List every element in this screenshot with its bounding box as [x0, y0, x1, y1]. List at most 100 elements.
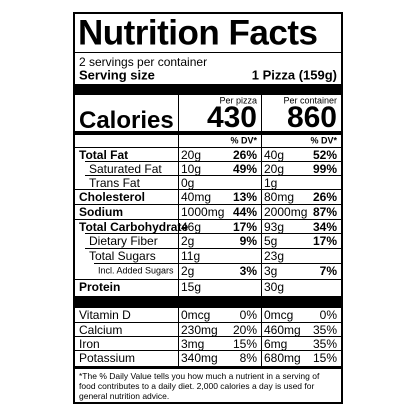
- row-dv: 8%: [239, 351, 257, 365]
- row-label: Sodium: [79, 205, 123, 219]
- row-dv: 20%: [232, 323, 257, 337]
- row-rule: [75, 307, 341, 308]
- row-amount: 40mg: [181, 190, 212, 204]
- row-label: Cholesterol: [79, 190, 146, 204]
- row-rule: [85, 161, 341, 162]
- row-amount: 0mcg: [181, 308, 211, 322]
- row-dv: 13%: [232, 190, 257, 204]
- row-amount: 2000mg: [264, 205, 308, 219]
- row-label: Protein: [79, 280, 121, 294]
- row-label: Incl. Added Sugars: [98, 265, 174, 276]
- row-amount: 1000mg: [181, 205, 225, 219]
- row-label: Total Fat: [79, 148, 129, 162]
- row-dv: 15%: [312, 351, 337, 365]
- column-header: Per pizza: [219, 95, 257, 106]
- row-dv: 35%: [312, 323, 337, 337]
- row-dv: 52%: [312, 148, 337, 162]
- row-amount: 0mcg: [264, 308, 294, 322]
- column-divider: [178, 95, 179, 367]
- row-rule: [75, 204, 341, 205]
- row-amount: 340mg: [181, 351, 218, 365]
- medium-bar: [75, 366, 341, 369]
- thick-bar: [75, 84, 341, 95]
- row-amount: 20g: [264, 162, 285, 176]
- serving-size-value: 1 Pizza (159g): [251, 67, 337, 83]
- row-dv: 87%: [312, 205, 337, 219]
- servings: 2 servings per container: [79, 55, 208, 69]
- row-rule: [75, 189, 341, 190]
- row-dv: 35%: [312, 337, 337, 351]
- row-dv: 3%: [239, 264, 257, 278]
- row-amount: 93g: [264, 220, 285, 234]
- serving-size-label: Serving size: [79, 67, 155, 83]
- row-dv: 49%: [232, 162, 257, 176]
- thick-bar: [75, 296, 341, 307]
- row-rule: [75, 322, 341, 323]
- row-dv: 15%: [232, 337, 257, 351]
- column-header: Per container: [283, 95, 337, 106]
- row-amount: 40g: [264, 148, 285, 162]
- row-dv: 17%: [312, 234, 337, 248]
- row-label: Total Sugars: [89, 249, 156, 263]
- row-amount: 460mg: [264, 323, 301, 337]
- calories-value: 860: [286, 101, 337, 134]
- row-amount: 6mg: [264, 337, 288, 351]
- row-dv: 34%: [312, 220, 337, 234]
- row-amount: 0g: [181, 176, 195, 190]
- row-dv: 9%: [239, 234, 257, 248]
- row-amount: 23g: [264, 249, 285, 263]
- row-amount: 1g: [264, 176, 278, 190]
- row-dv: 7%: [319, 264, 337, 278]
- row-amount: 11g: [181, 249, 201, 263]
- calories-value: 430: [206, 101, 257, 134]
- border-top: [73, 12, 343, 14]
- row-rule: [75, 147, 341, 148]
- row-amount: 3g: [264, 264, 278, 278]
- row-amount: 10g: [181, 162, 202, 176]
- row-label: Vitamin D: [79, 308, 131, 322]
- row-amount: 20g: [181, 148, 202, 162]
- row-amount: 3mg: [181, 337, 205, 351]
- column-divider: [261, 95, 262, 367]
- row-label: Trans Fat: [89, 176, 140, 190]
- row-label: Dietary Fiber: [89, 234, 158, 248]
- border-left: [73, 12, 75, 404]
- row-rule: [85, 175, 341, 176]
- row-dv: 26%: [232, 148, 257, 162]
- row-dv: 0%: [239, 308, 257, 322]
- row-amount: 2g: [181, 264, 195, 278]
- row-amount: 5g: [264, 234, 278, 248]
- row-amount: 680mg: [264, 351, 301, 365]
- row-amount: 30g: [264, 280, 285, 294]
- row-label: Iron: [79, 337, 100, 351]
- border-bottom: [73, 402, 343, 404]
- row-amount: 15g: [181, 280, 202, 294]
- row-dv: 99%: [312, 162, 337, 176]
- row-label: Saturated Fat: [89, 162, 162, 176]
- medium-bar: [75, 131, 341, 135]
- row-dv: 44%: [232, 205, 257, 219]
- rule: [75, 52, 341, 53]
- row-label: Total Carbohydrate: [79, 220, 189, 234]
- row-dv: 17%: [232, 220, 257, 234]
- footnote: *The % Daily Value tells you how much a …: [79, 371, 320, 402]
- row-amount: 80mg: [264, 190, 295, 204]
- row-label: Potassium: [79, 351, 136, 365]
- row-amount: 2g: [181, 234, 195, 248]
- dv-header: % DV*: [230, 135, 257, 146]
- row-rule: [75, 350, 341, 351]
- row-dv: 26%: [312, 190, 337, 204]
- calories-label: Calories: [79, 107, 174, 134]
- row-rule: [94, 263, 341, 264]
- row-dv: 0%: [319, 308, 337, 322]
- border-right: [341, 12, 343, 404]
- title: Nutrition Facts: [78, 13, 318, 53]
- row-rule: [75, 279, 341, 280]
- row-rule: [75, 336, 341, 337]
- row-rule: [85, 233, 341, 234]
- row-label: Calcium: [79, 323, 123, 337]
- row-amount: 46g: [181, 220, 202, 234]
- row-amount: 230mg: [181, 323, 218, 337]
- row-rule: [85, 248, 341, 249]
